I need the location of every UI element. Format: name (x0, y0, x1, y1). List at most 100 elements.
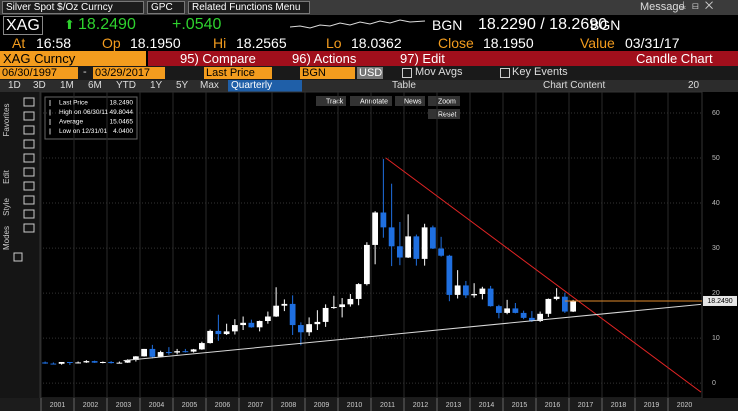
annotate-tool[interactable]: Annotate (360, 98, 388, 105)
stat-value: 18.0362 (351, 35, 402, 51)
x-axis-bar (0, 398, 738, 411)
candle-body (454, 285, 461, 295)
candle-body (215, 330, 222, 335)
stat-value: 16:58 (36, 35, 72, 51)
candle-body (545, 298, 552, 314)
message-button[interactable]: Message (640, 1, 685, 13)
compare-button[interactable]: 95) Compare (180, 51, 256, 66)
candle-body (306, 324, 313, 333)
candle-body (248, 322, 255, 328)
candle-body (339, 304, 346, 308)
candle-body (421, 227, 428, 259)
y-tick-label: 20 (712, 290, 720, 297)
checkbox[interactable] (402, 68, 412, 78)
stat-value: 18.1950 (483, 35, 534, 51)
track-tool[interactable]: Track (326, 98, 344, 105)
candle-body (561, 296, 568, 312)
candle-body (512, 308, 519, 313)
start-date[interactable]: 06/30/1997 (0, 67, 78, 79)
chart-content-button[interactable]: Chart Content (543, 80, 606, 91)
up-arrow: ⬆ (64, 17, 75, 32)
reset-tool[interactable]: Reset (438, 111, 456, 118)
edit-button[interactable]: 97) Edit (400, 51, 445, 66)
legend-box (44, 96, 138, 140)
candle-body (322, 307, 329, 322)
candle-body (396, 246, 403, 258)
security-field[interactable]: Silver Spot $/Oz Curncy (2, 1, 144, 14)
candle-body (141, 348, 148, 357)
candle-body (182, 351, 189, 353)
end-date[interactable]: 03/29/2017 (93, 67, 165, 79)
candle-body (479, 288, 486, 294)
stat-value: 18.2565 (236, 35, 287, 51)
candle-body (231, 325, 238, 332)
candle-body (42, 362, 49, 364)
x-tick-label: 2006 (215, 402, 231, 409)
candle-body (116, 362, 123, 364)
source-select[interactable]: BGN (300, 67, 355, 79)
stat-label: Close (438, 35, 474, 51)
mov-avgs[interactable]: Mov Avgs (415, 66, 463, 78)
actions-button[interactable]: 96) Actions (292, 51, 357, 66)
candle-body (528, 317, 535, 322)
candle-body (471, 293, 478, 296)
candle-body (553, 296, 560, 299)
candle-body (347, 298, 354, 305)
candle-body (487, 288, 494, 307)
sidebar-icons[interactable] (13, 97, 35, 262)
side-tab[interactable]: Edit (2, 169, 11, 184)
checkbox[interactable] (500, 68, 510, 78)
x-tick-label: 2015 (512, 402, 528, 409)
security-name[interactable]: XAG Curncy (0, 51, 146, 66)
sparkline (290, 19, 425, 29)
last-price: 18.2490 (78, 16, 136, 33)
period-tab[interactable]: Max (200, 80, 219, 91)
y-tick-label: 60 (712, 110, 720, 117)
side-tab[interactable]: Style (2, 198, 11, 216)
candle-body (363, 244, 370, 285)
key-events[interactable]: Key Events (512, 66, 568, 78)
period-tab[interactable]: YTD (116, 80, 136, 91)
period-tab[interactable]: 5Y (176, 80, 189, 91)
zoom-setting[interactable]: 20 (688, 80, 700, 91)
candle-body (429, 227, 436, 249)
frequency-select[interactable]: Quarterly (228, 80, 302, 92)
candle-body (198, 343, 205, 350)
candle-body (207, 330, 214, 344)
candle-body (165, 352, 172, 354)
related-menu[interactable]: Related Functions Menu (188, 1, 310, 14)
function-field[interactable]: GPC (147, 1, 185, 14)
currency-select[interactable]: USD (357, 67, 383, 79)
period-tab[interactable]: 1M (60, 80, 74, 91)
zoom-tool[interactable]: Zoom (438, 98, 456, 105)
field-select[interactable]: Last Price (204, 67, 272, 79)
trendline (123, 303, 702, 362)
last-price-tag (703, 295, 737, 306)
legend-label: Low on 12/31/01 (59, 128, 107, 135)
candle-body (372, 212, 379, 245)
candle-body (256, 321, 263, 328)
period-tab[interactable]: 6M (88, 80, 102, 91)
legend-value: 4.0400 (113, 128, 133, 135)
trendline (385, 157, 702, 393)
candle-body (405, 236, 412, 258)
period-tab[interactable]: 3D (33, 80, 46, 91)
period-tab[interactable]: 1D (8, 80, 21, 91)
x-tick-label: 2012 (413, 402, 429, 409)
table-button[interactable]: Table (392, 80, 416, 91)
side-tab[interactable]: Favorites (2, 104, 11, 137)
candle-body (281, 303, 288, 306)
window-icons[interactable]: ⤓⊟✕ (681, 0, 720, 12)
candle-body (99, 361, 106, 363)
candle-body (58, 361, 65, 364)
x-tick-label: 2017 (578, 402, 594, 409)
news-tool[interactable]: News (404, 98, 422, 105)
period-tab[interactable]: 1Y (150, 80, 163, 91)
candle-body (462, 285, 469, 296)
side-tab[interactable]: Modes (2, 226, 11, 250)
legend-value: 49.8044 (110, 109, 134, 116)
candle-body (495, 306, 502, 313)
candle-body (273, 305, 280, 317)
candle-body (355, 284, 362, 299)
